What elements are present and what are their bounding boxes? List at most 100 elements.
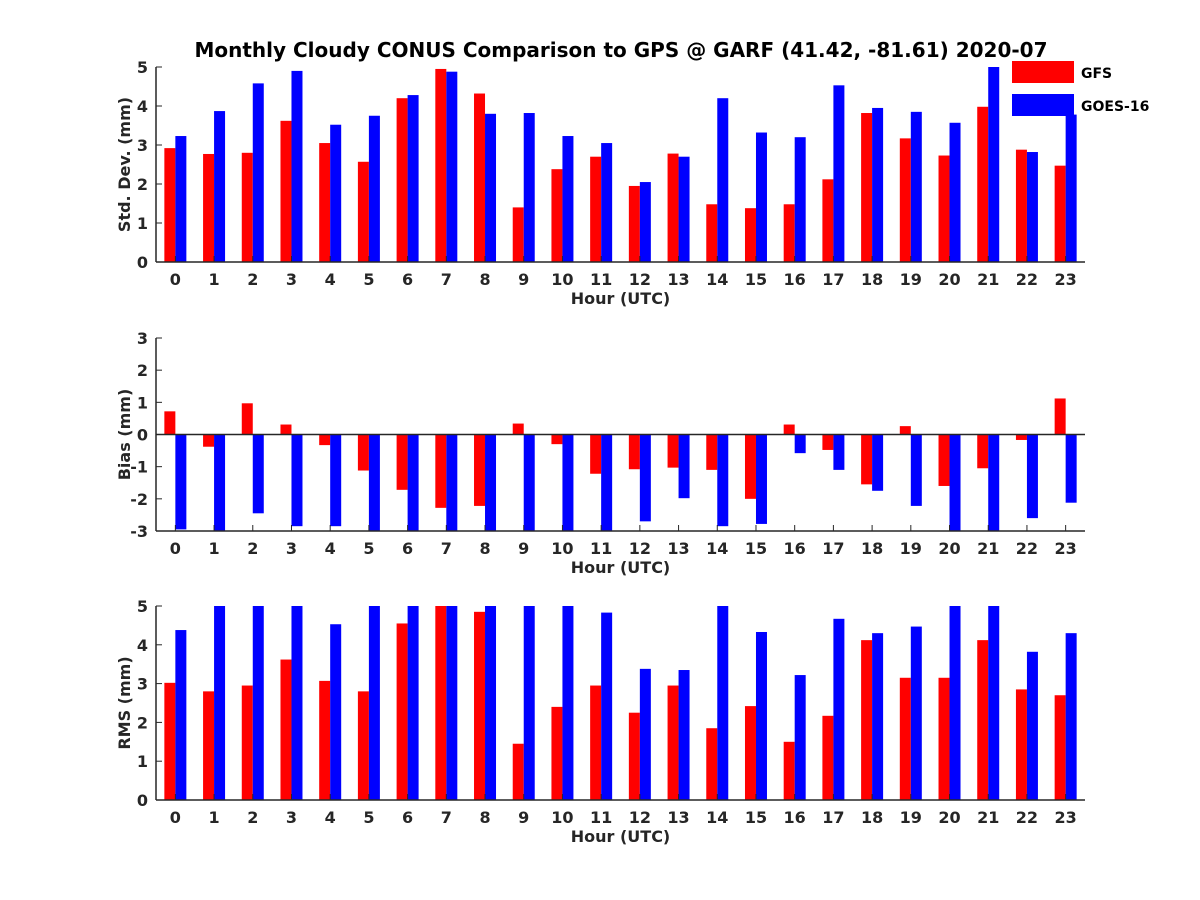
bar-gfs-hour-8 [474,434,486,506]
bar-gfs-hour-4 [319,143,331,262]
x-tick-label: 7 [441,808,452,827]
bar-goes-16-hour-5 [368,434,380,531]
x-tick-label: 11 [590,539,612,558]
bar-gfs-hour-23 [1054,165,1066,262]
x-tick-label: 13 [667,539,689,558]
bar-gfs-hour-22 [1015,149,1027,262]
bar-goes-16-hour-2 [252,434,264,514]
x-axis-label: Hour (UTC) [571,558,671,577]
bar-goes-16-hour-16 [794,434,806,454]
bar-gfs-hour-12 [628,185,640,262]
bar-gfs-hour-20 [938,434,950,486]
x-tick-label: 12 [629,808,651,827]
bar-gfs-hour-5 [357,434,369,471]
bar-goes-16-hour-9 [523,113,535,263]
bar-gfs-hour-10 [551,169,563,262]
bar-gfs-hour-14 [706,204,718,262]
y-tick-label: -3 [130,522,148,541]
chart-title: Monthly Cloudy CONUS Comparison to GPS @… [194,38,1047,62]
x-axis-label: Hour (UTC) [571,289,671,308]
bar-goes-16-hour-18 [872,107,884,262]
y-tick-label: 2 [137,175,148,194]
bar-goes-16-hour-15 [755,631,767,800]
bar-goes-16-hour-12 [639,434,651,522]
bar-gfs-hour-2 [241,403,253,435]
x-tick-label: 4 [325,270,336,289]
bar-gfs-hour-18 [861,434,873,485]
bar-gfs-hour-13 [667,153,679,262]
x-tick-label: 3 [286,808,297,827]
bar-goes-16-hour-7 [446,606,458,800]
bar-goes-16-hour-16 [794,675,806,800]
bar-gfs-hour-9 [512,743,524,800]
bar-gfs-hour-0 [164,411,176,435]
bar-goes-16-hour-0 [175,630,187,800]
legend-label-gfs: GFS [1081,66,1112,82]
bar-goes-16-hour-17 [833,85,845,262]
bar-gfs-hour-0 [164,148,176,262]
x-tick-label: 17 [822,539,844,558]
bar-gfs-hour-1 [203,691,215,800]
bar-goes-16-hour-15 [755,132,767,262]
bar-goes-16-hour-12 [639,182,651,262]
x-tick-label: 18 [861,539,883,558]
legend-label-goes-16: GOES-16 [1081,99,1149,115]
x-tick-label: 22 [1016,270,1038,289]
x-axis-label: Hour (UTC) [571,827,671,846]
bar-goes-16-hour-11 [601,434,613,531]
bar-gfs-hour-10 [551,434,563,445]
x-tick-label: 10 [551,808,573,827]
bar-gfs-hour-6 [396,434,408,490]
x-tick-label: 10 [551,539,573,558]
bar-gfs-hour-9 [512,207,524,262]
bar-gfs-hour-2 [241,685,253,800]
bar-gfs-hour-16 [783,741,795,800]
bar-goes-16-hour-14 [717,606,729,800]
bar-goes-16-hour-8 [485,113,497,262]
x-tick-label: 19 [900,270,922,289]
y-tick-label: 0 [137,253,148,272]
bar-goes-16-hour-20 [949,122,961,263]
x-tick-label: 17 [822,270,844,289]
y-tick-label: 5 [137,58,148,77]
bar-goes-16-hour-20 [949,434,961,531]
bar-gfs-hour-16 [783,424,795,435]
x-tick-label: 9 [518,808,529,827]
bar-gfs-hour-15 [744,434,756,499]
bar-goes-16-hour-12 [639,668,651,800]
bar-gfs-hour-11 [590,434,602,474]
bar-goes-16-hour-4 [330,434,342,527]
x-tick-label: 12 [629,270,651,289]
x-tick-label: 6 [402,808,413,827]
bar-gfs-hour-4 [319,434,331,446]
x-tick-label: 16 [784,270,806,289]
y-tick-label: -1 [130,458,148,477]
x-tick-label: 21 [977,270,999,289]
x-tick-label: 1 [208,270,219,289]
y-tick-label: -2 [130,490,148,509]
legend: GFS GOES-16 [1012,61,1149,116]
y-tick-label: 1 [137,214,148,233]
bar-goes-16-hour-0 [175,434,187,530]
bar-goes-16-hour-15 [755,434,767,524]
bar-gfs-hour-13 [667,685,679,800]
y-tick-label: 2 [137,713,148,732]
bar-gfs-hour-14 [706,728,718,800]
bar-gfs-hour-8 [474,611,486,800]
bar-gfs-hour-14 [706,434,718,470]
bar-goes-16-hour-19 [910,111,922,262]
bar-gfs-hour-6 [396,98,408,262]
bar-goes-16-hour-1 [214,111,226,262]
x-tick-label: 1 [208,808,219,827]
x-tick-label: 5 [363,539,374,558]
x-tick-label: 15 [745,808,767,827]
bar-goes-16-hour-2 [252,606,264,800]
x-tick-label: 14 [706,270,728,289]
x-tick-label: 11 [590,270,612,289]
bar-goes-16-hour-21 [988,67,1000,262]
bar-goes-16-hour-23 [1065,633,1077,800]
bar-gfs-hour-23 [1054,695,1066,800]
bar-goes-16-hour-13 [678,670,690,800]
